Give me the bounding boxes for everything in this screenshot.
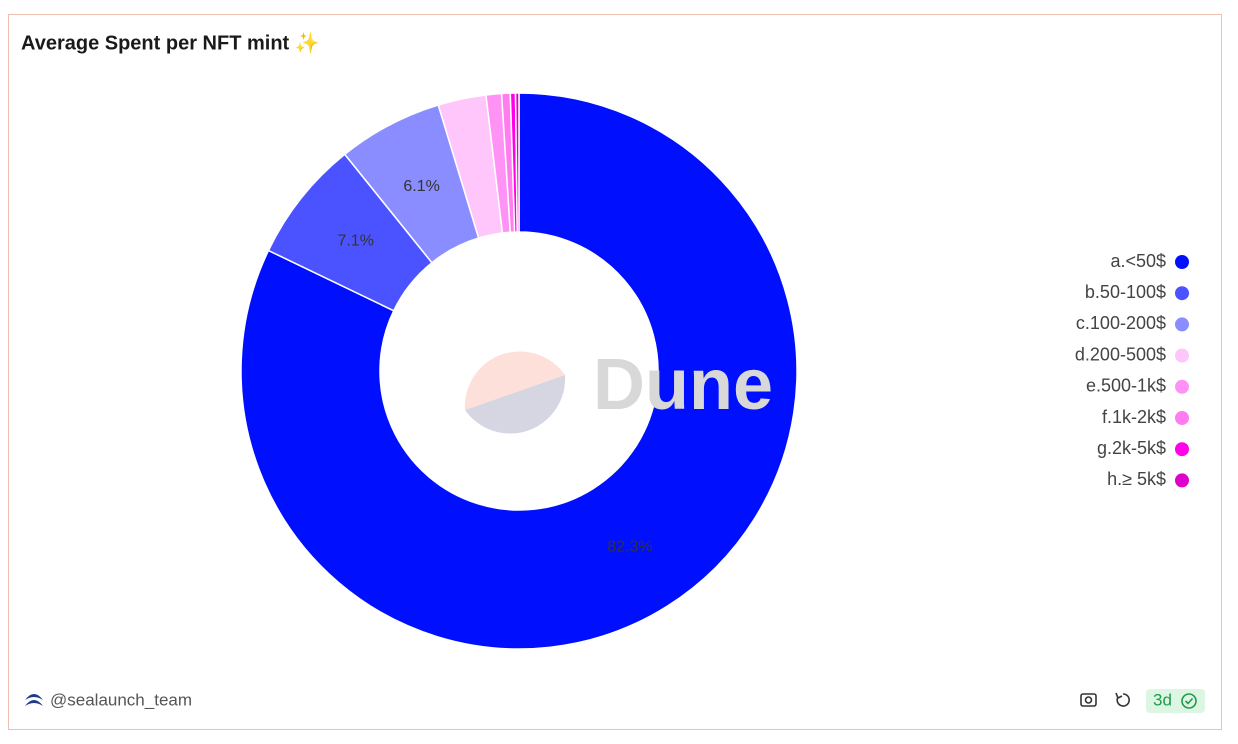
legend-label: e.500-1k$ <box>1086 376 1166 396</box>
freshness-badge[interactable] <box>1146 689 1205 713</box>
legend: a.<50$ b.50-100$ c.100-200$ d.200-500$ e.500… <box>1075 251 1189 489</box>
slice-label: 7.1% <box>337 233 373 250</box>
legend-swatch <box>1175 348 1189 363</box>
footer: @sealaunch_team 3d <box>25 689 1205 713</box>
legend-label: h.≥ 5k$ <box>1107 469 1166 489</box>
slice <box>514 92 520 233</box>
watermark-logo-bottom <box>465 375 566 434</box>
pie: 82.3% 7.1% 6.1% <box>240 92 798 650</box>
check-icon <box>1181 693 1197 709</box>
watermark-logo-top <box>464 351 565 410</box>
screenshot-icon[interactable] <box>1080 693 1097 707</box>
legend-swatch <box>1175 286 1189 301</box>
author[interactable]: @sealaunch_team <box>50 690 192 709</box>
legend-swatch <box>1175 379 1189 394</box>
legend-label: c.100-200$ <box>1076 313 1166 333</box>
slice <box>240 92 798 650</box>
legend-label: d.200-500$ <box>1075 344 1166 364</box>
legend-swatch <box>1175 255 1189 269</box>
legend-swatch <box>1175 411 1189 425</box>
author-logo <box>25 694 43 706</box>
legend-swatch <box>1175 317 1189 332</box>
chart-title: Average Spent per NFT mint ✨ <box>21 31 320 54</box>
slice-label: 6.1% <box>403 178 439 195</box>
refresh-icon[interactable] <box>1115 692 1130 707</box>
watermark-text: Dune <box>593 345 773 425</box>
legend-label: a.<50$ <box>1110 251 1166 271</box>
legend-swatch <box>1175 473 1189 488</box>
legend-label: g.2k-5k$ <box>1097 438 1166 458</box>
freshness-text: 3d <box>1153 690 1172 709</box>
legend-swatch <box>1175 442 1189 457</box>
legend-label: b.50-100$ <box>1085 282 1166 302</box>
legend-label: f.1k-2k$ <box>1102 407 1166 427</box>
slice-label: 82.3% <box>607 539 652 556</box>
watermark: Dune <box>464 345 773 434</box>
